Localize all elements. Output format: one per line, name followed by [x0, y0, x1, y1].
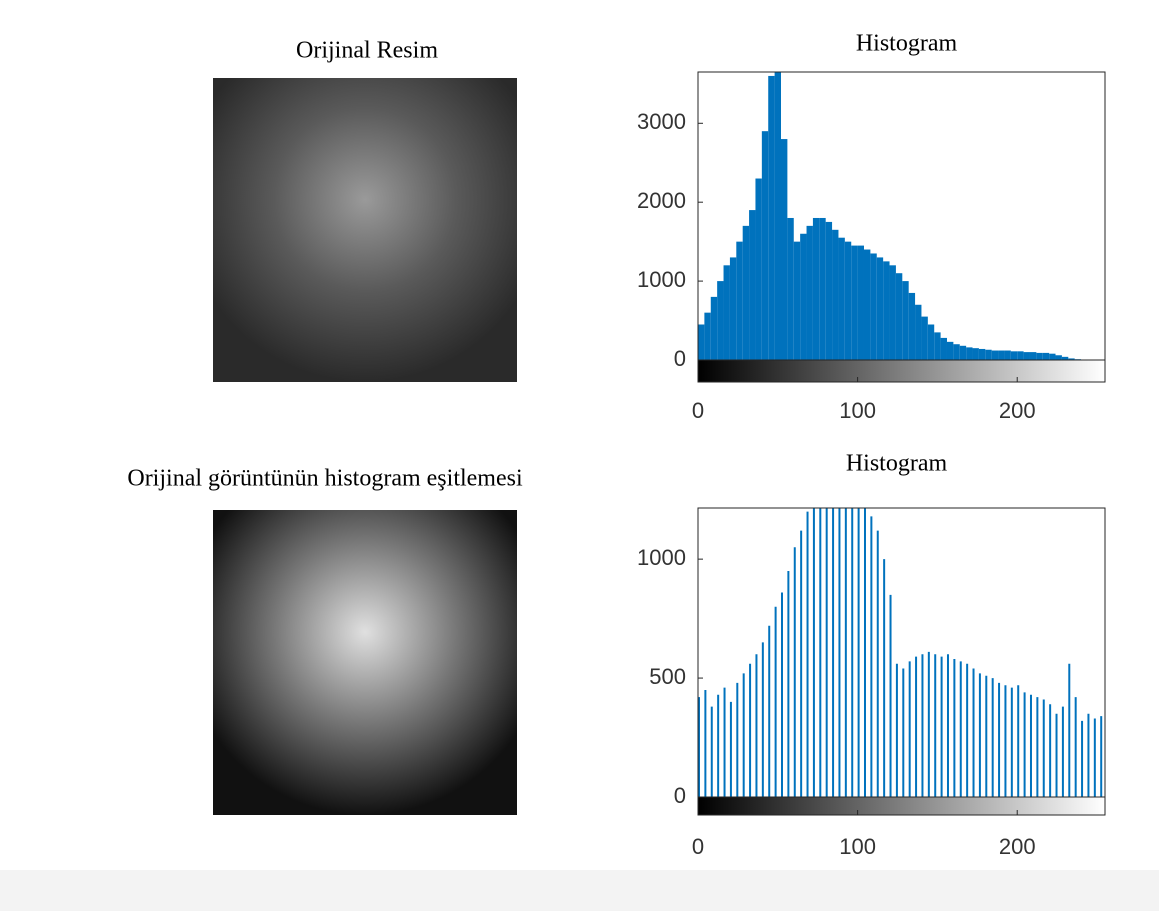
image-title: Orijinal Resim [296, 38, 438, 64]
bar [1036, 352, 1043, 360]
bar [998, 350, 1005, 360]
x-tick-label: 200 [999, 398, 1036, 423]
bar [889, 265, 896, 360]
y-tick-label: 0 [674, 783, 686, 808]
bar [1049, 353, 1056, 360]
title-bg [816, 23, 987, 67]
bar [844, 241, 852, 360]
bar [793, 241, 801, 360]
bar [940, 337, 947, 360]
bar [985, 349, 992, 360]
bar [908, 292, 916, 360]
bar [946, 341, 954, 360]
y-tick-label: 3000 [637, 109, 686, 134]
bar [704, 312, 711, 360]
y-tick-label: 500 [649, 664, 686, 689]
x-tick-label: 0 [692, 398, 704, 423]
bar [832, 229, 839, 360]
bar [1068, 358, 1075, 360]
bar [915, 304, 922, 360]
bar [863, 249, 871, 360]
bar [1055, 355, 1062, 360]
bar [761, 131, 769, 360]
bar [1004, 350, 1011, 360]
bar [966, 347, 973, 360]
bar [825, 221, 833, 360]
chart-title: Histogram [856, 31, 958, 57]
bar [774, 72, 781, 360]
bar [710, 296, 718, 360]
bar [780, 139, 788, 360]
bar [736, 241, 743, 360]
bar [698, 324, 705, 360]
x-tick-label: 0 [692, 834, 704, 859]
bar [953, 344, 960, 360]
bar [921, 316, 928, 360]
bar [800, 233, 807, 360]
bar [787, 217, 794, 360]
bar [934, 332, 941, 360]
bar [819, 217, 826, 360]
bar [902, 281, 909, 360]
chart-title: Histogram [846, 451, 948, 477]
bar [1023, 352, 1030, 360]
bar [972, 348, 979, 360]
bar [978, 348, 986, 360]
y-tick-label: 0 [674, 346, 686, 371]
bar [723, 265, 730, 360]
bar [870, 253, 877, 360]
bar [876, 257, 884, 360]
bar [1061, 356, 1069, 360]
plot [698, 72, 1088, 360]
colorbar [697, 359, 1106, 383]
bar [717, 281, 724, 360]
bar [749, 210, 756, 360]
original-image [213, 78, 517, 382]
bar [729, 257, 737, 360]
equalized-image [213, 510, 517, 815]
bar [959, 345, 967, 360]
x-tick-label: 100 [839, 398, 876, 423]
title-bg [816, 443, 987, 487]
bar [1010, 351, 1018, 360]
y-tick-label: 1000 [637, 545, 686, 570]
bar [895, 273, 903, 360]
bar [1017, 351, 1024, 360]
bar [806, 225, 813, 360]
bar [768, 75, 775, 360]
footer-band [0, 870, 1159, 911]
bar [812, 217, 820, 360]
bar [857, 245, 864, 360]
plot [698, 508, 1103, 797]
bar [851, 245, 858, 360]
bar [755, 178, 762, 360]
y-tick-label: 1000 [637, 267, 686, 292]
bar [991, 350, 999, 360]
image-title: Orijinal görüntünün histogram eşitlemesi [127, 466, 523, 492]
x-tick-label: 200 [999, 834, 1036, 859]
bar [1042, 352, 1050, 360]
bar [838, 237, 845, 360]
y-tick-label: 2000 [637, 188, 686, 213]
bar [927, 324, 935, 360]
bar [883, 261, 890, 360]
colorbar [697, 796, 1106, 816]
bar [1029, 352, 1037, 360]
x-tick-label: 100 [839, 834, 876, 859]
bar [742, 225, 750, 360]
